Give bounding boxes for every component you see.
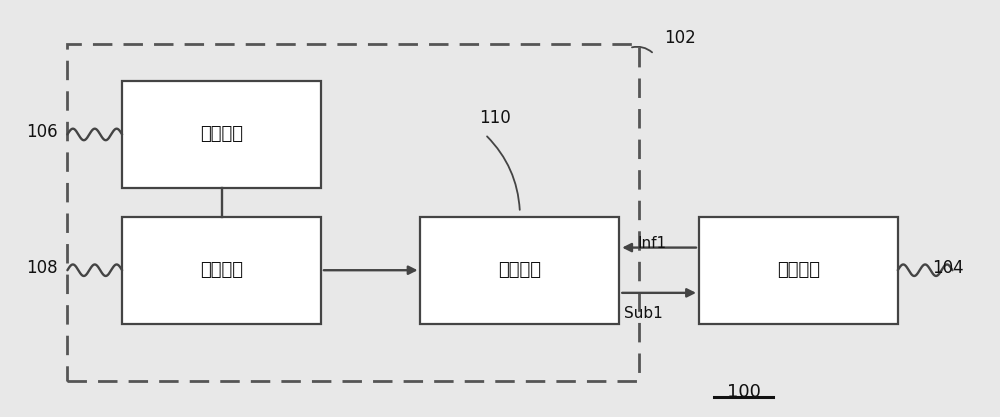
Bar xyxy=(67,44,639,381)
Bar xyxy=(699,217,898,324)
Text: Sub1: Sub1 xyxy=(624,306,663,321)
Text: 104: 104 xyxy=(933,259,964,277)
Bar xyxy=(122,81,321,188)
Bar xyxy=(420,217,619,324)
Bar xyxy=(122,217,321,324)
Text: 110: 110 xyxy=(479,109,511,127)
Text: 通信单元: 通信单元 xyxy=(498,261,541,279)
Text: 106: 106 xyxy=(26,123,57,141)
Text: 投影单元: 投影单元 xyxy=(200,126,243,143)
Text: 108: 108 xyxy=(26,259,57,277)
Text: 102: 102 xyxy=(664,29,696,47)
Text: 控制单元: 控制单元 xyxy=(200,261,243,279)
Text: Inf1: Inf1 xyxy=(637,236,666,251)
Text: 网络装置: 网络装置 xyxy=(777,261,820,279)
Text: 100: 100 xyxy=(727,382,761,401)
